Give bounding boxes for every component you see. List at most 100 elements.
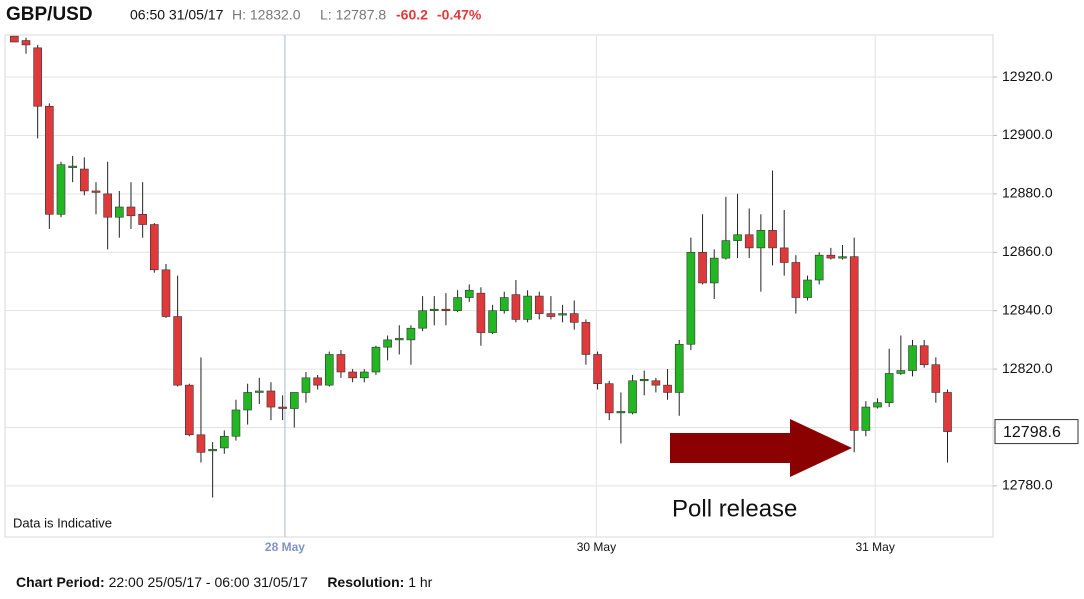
candle-body xyxy=(359,371,369,379)
resolution-label: Resolution: xyxy=(327,574,405,590)
candle-body xyxy=(721,240,731,259)
candle-body xyxy=(231,409,241,437)
note: Data is Indicative xyxy=(13,515,112,530)
candle-body xyxy=(289,392,299,409)
candle-body xyxy=(45,105,54,215)
candle-body xyxy=(126,206,136,217)
candle-body xyxy=(581,322,591,355)
candle-body xyxy=(394,338,404,341)
candle-body xyxy=(686,251,696,345)
footer: Chart Period: 22:00 25/05/17 - 06:00 31/… xyxy=(16,574,432,590)
candle-body xyxy=(511,294,521,320)
candle-body xyxy=(243,392,252,411)
candle-body xyxy=(301,377,311,393)
low-text: L: 12787.8 xyxy=(320,7,386,23)
candle-body xyxy=(33,47,42,107)
high-text: H: 12832.0 xyxy=(232,7,301,23)
x-tick-label: 31 May xyxy=(856,540,895,554)
candle-body xyxy=(768,230,777,249)
change: -60.2 xyxy=(396,7,428,23)
plot-frame xyxy=(4,34,994,538)
candle-body xyxy=(908,345,917,371)
y-tick-label: 12860.0 xyxy=(1002,243,1053,259)
candle-body xyxy=(919,345,929,366)
candle-body xyxy=(616,411,626,414)
last-price-label: 12798.6 xyxy=(1003,424,1061,441)
candle-body xyxy=(791,262,801,298)
candle-body xyxy=(21,40,31,46)
candle-body xyxy=(10,35,19,43)
candle-body xyxy=(546,313,556,317)
candle-body xyxy=(651,380,661,386)
candle-body xyxy=(744,234,754,249)
y-tick-label: 12900.0 xyxy=(1002,126,1053,142)
chart-title: GBP/USD xyxy=(6,4,93,25)
x-tick-label: 28 May xyxy=(265,540,305,554)
candle-body xyxy=(593,354,602,384)
candle-body xyxy=(371,346,381,373)
period: 22:00 25/05/17 - 06:00 31/05/17 xyxy=(108,574,308,590)
candle-body xyxy=(779,247,789,263)
x-tick-label: 30 May xyxy=(577,540,616,554)
candle-body xyxy=(499,297,509,311)
candle-body xyxy=(383,339,392,348)
candle-body xyxy=(663,384,672,393)
candle-body xyxy=(138,214,147,225)
candle-body xyxy=(803,279,812,298)
candle-body xyxy=(674,343,684,393)
candle-body xyxy=(185,384,194,436)
candle-body xyxy=(103,193,112,218)
candle-body xyxy=(219,435,229,449)
candle-body xyxy=(196,434,206,453)
last-price-box xyxy=(994,419,1079,445)
y-tick-label: 12780.0 xyxy=(1002,477,1053,493)
candle-body xyxy=(849,256,859,431)
candle-body xyxy=(569,313,579,323)
candle-body xyxy=(453,297,462,311)
candle-body xyxy=(861,406,871,431)
candle-body xyxy=(348,371,357,379)
candle-body xyxy=(441,308,451,311)
y-tick-label: 12840.0 xyxy=(1002,301,1053,317)
annotation: Poll release xyxy=(672,495,797,522)
y-tick-label: 12820.0 xyxy=(1002,360,1053,376)
candle-body xyxy=(534,295,544,314)
candle-body xyxy=(173,316,182,386)
period-label: Chart Period: xyxy=(16,574,105,590)
arrow xyxy=(670,419,852,477)
candle-body xyxy=(313,377,322,386)
candle-body xyxy=(68,165,77,168)
candle-body xyxy=(464,289,474,298)
candle-body xyxy=(91,190,101,193)
candle-body xyxy=(698,251,707,284)
candle-body xyxy=(406,327,416,341)
candle-body xyxy=(266,390,276,408)
candle-body xyxy=(278,406,287,409)
candle-body xyxy=(336,354,346,373)
candle-body xyxy=(838,256,847,259)
y-tick-label: 12920.0 xyxy=(1002,68,1053,84)
candle-body xyxy=(814,254,824,281)
candle-body xyxy=(558,313,567,316)
candle-body xyxy=(873,402,882,408)
candle-body xyxy=(709,257,719,284)
chart: GBP/USD 06:50 31/05/17 H: 12832.0 L: 127… xyxy=(4,4,1079,554)
candle-body xyxy=(161,269,171,317)
candle-body xyxy=(733,234,742,241)
candle-body xyxy=(254,390,264,393)
candle-body xyxy=(756,230,766,249)
candle-body xyxy=(324,354,334,386)
resolution: 1 hr xyxy=(408,574,433,590)
candle-body xyxy=(523,295,532,320)
candle-body xyxy=(476,292,486,333)
candle-body xyxy=(931,364,941,393)
candle-body xyxy=(150,224,159,271)
candle-body xyxy=(826,254,836,259)
timestamp: 06:50 31/05/17 xyxy=(130,7,224,23)
candle-body xyxy=(418,310,427,329)
candle-body xyxy=(115,206,124,218)
candle-body xyxy=(884,373,894,403)
candle-body xyxy=(56,164,66,215)
candle-body xyxy=(943,392,952,432)
